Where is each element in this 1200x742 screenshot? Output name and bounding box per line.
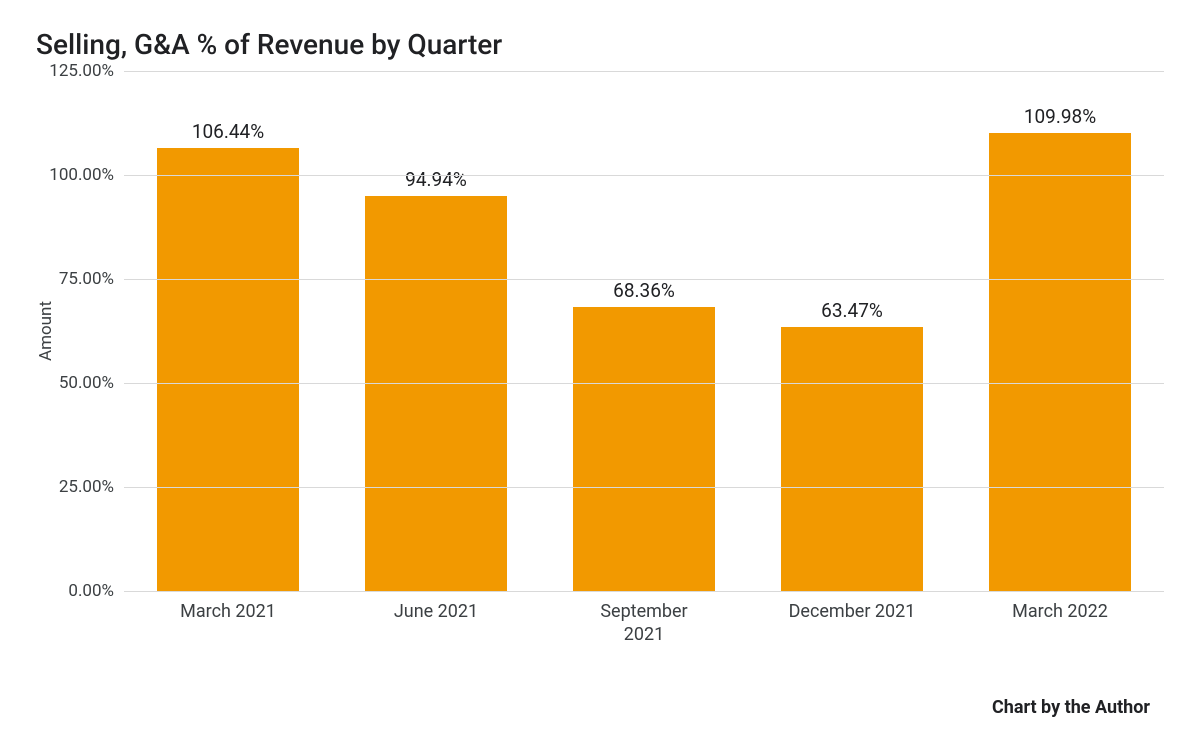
bar: 68.36%: [573, 307, 714, 591]
bar-slot: 94.94%: [332, 71, 540, 591]
chart-container: Selling, G&A % of Revenue by Quarter Amo…: [0, 0, 1200, 742]
bar-slot: 109.98%: [956, 71, 1164, 591]
x-tick-label: December 2021: [748, 601, 956, 646]
bar: 63.47%: [781, 327, 922, 591]
y-tick-label: 125.00%: [49, 61, 124, 81]
plot-area: 106.44%94.94%68.36%63.47%109.98% 0.00%25…: [124, 71, 1164, 591]
bar-value-label: 106.44%: [157, 120, 298, 143]
y-tick-label: 50.00%: [59, 373, 124, 393]
x-tick-label: March 2022: [956, 601, 1164, 646]
y-tick-label: 75.00%: [59, 269, 124, 289]
bar: 94.94%: [365, 196, 506, 591]
chart-title: Selling, G&A % of Revenue by Quarter: [36, 28, 1166, 61]
bars-row: 106.44% 94.94% 68.36% 63.47% 109.98%: [124, 71, 1164, 591]
x-tick-label: March 2021: [124, 601, 332, 646]
x-tick-label: June 2021: [332, 601, 540, 646]
bar: 109.98%: [989, 133, 1130, 591]
gridline: [124, 487, 1164, 488]
gridline: [124, 279, 1164, 280]
bar-slot: 106.44%: [124, 71, 332, 591]
bar-value-label: 109.98%: [989, 105, 1130, 128]
y-tick-label: 25.00%: [59, 477, 124, 497]
bar: 106.44%: [157, 148, 298, 591]
bar-value-label: 94.94%: [365, 168, 506, 191]
y-tick-label: 0.00%: [68, 581, 124, 601]
gridline: [124, 175, 1164, 176]
bar-value-label: 68.36%: [573, 279, 714, 302]
chart-attribution: Chart by the Author: [992, 697, 1150, 718]
bar-slot: 68.36%: [540, 71, 748, 591]
bar-value-label: 63.47%: [781, 299, 922, 322]
gridline: [124, 383, 1164, 384]
y-axis-title: Amount: [36, 301, 56, 361]
gridline: [124, 71, 1164, 72]
bar-slot: 63.47%: [748, 71, 956, 591]
x-axis: March 2021June 2021September2021December…: [124, 601, 1164, 646]
y-tick-label: 100.00%: [49, 165, 124, 185]
plot-region: Amount 106.44%94.94%68.36%63.47%109.98% …: [124, 71, 1164, 591]
gridline: [124, 591, 1164, 592]
x-tick-label: September2021: [540, 601, 748, 646]
